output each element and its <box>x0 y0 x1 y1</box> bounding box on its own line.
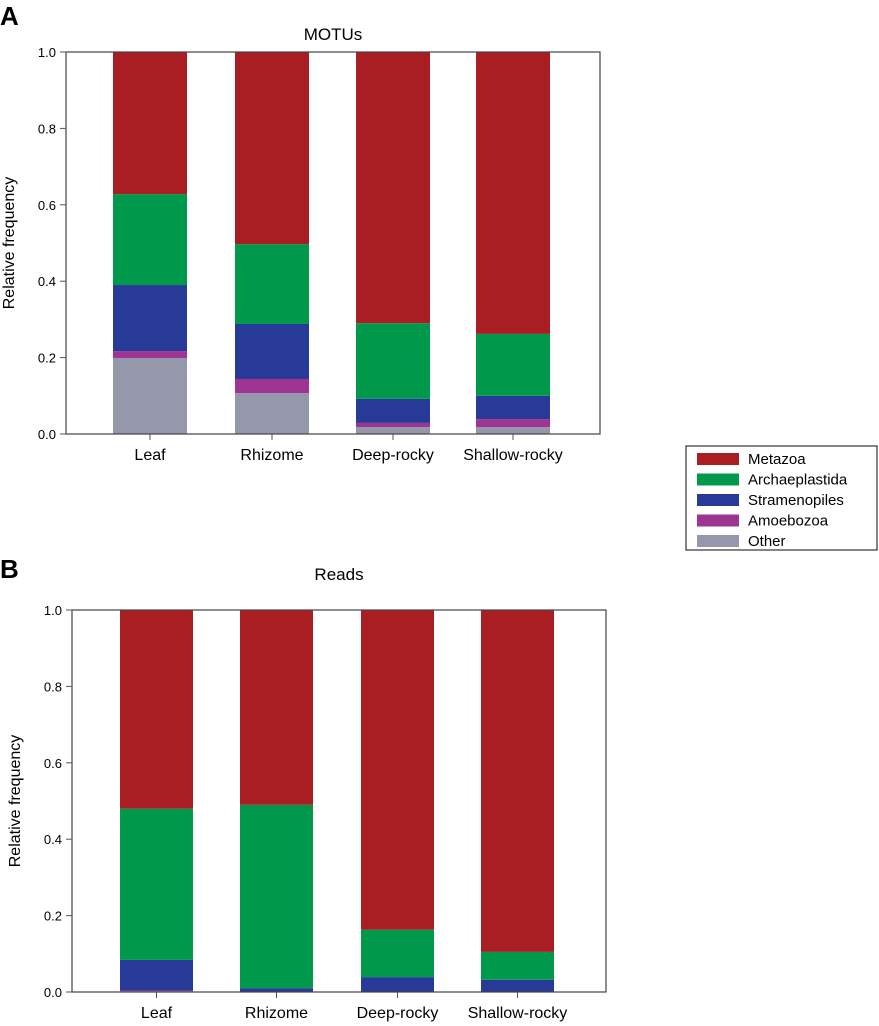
bar-segment-metazoa-shallow-rocky <box>476 52 550 334</box>
chart-panel-b: B Reads Relative frequency Leaf Rhizome Deep-… <box>0 554 607 1022</box>
legend-swatch <box>697 473 739 486</box>
panel-letter: B <box>0 554 19 584</box>
bar-segment-stramenopiles-rhizome <box>240 988 313 992</box>
chart-panel-a: A MOTUs Relative frequency Leaf Rhizome Deep-… <box>0 1 601 464</box>
chart-title: MOTUs <box>304 25 363 44</box>
y-tick-label: 0.8 <box>44 679 62 694</box>
legend-label: Stramenopiles <box>748 492 844 509</box>
bar-segment-stramenopiles-shallow-rocky <box>476 395 550 420</box>
chart-title: Reads <box>314 565 363 584</box>
y-tick-label: 0.2 <box>38 351 56 366</box>
bar-segment-archaeplastida-shallow-rocky <box>481 951 554 980</box>
legend-item-metazoa: Metazoa <box>697 451 806 468</box>
y-axis-label: Relative frequency <box>7 735 24 868</box>
bar-segment-amoebozoa-shallow-rocky <box>476 419 550 428</box>
bar-segment-archaeplastida-rhizome <box>235 244 309 324</box>
x-tick-label: Rhizome <box>245 1005 308 1022</box>
bar-segment-amoebozoa-leaf <box>120 990 193 992</box>
legend-item-stramenopiles: Stramenopiles <box>697 492 844 509</box>
legend-label: Amoebozoa <box>748 513 829 530</box>
x-tick-label: Deep-rocky <box>357 1005 439 1022</box>
legend: Metazoa Archaeplastida Stramenopiles Amoebo… <box>685 445 878 551</box>
x-tick-label: Deep-rocky <box>352 447 434 464</box>
x-tick-label: Shallow-rocky <box>468 1005 568 1022</box>
bar-segment-amoebozoa-leaf <box>113 351 187 358</box>
plot-frame <box>71 609 607 993</box>
y-tick-label: 0.6 <box>44 756 62 771</box>
legend-label: Archaeplastida <box>748 472 848 489</box>
bar-segment-stramenopiles-rhizome <box>235 323 309 379</box>
legend-swatch <box>697 514 739 527</box>
bar-segment-metazoa-deep-rocky <box>356 52 430 324</box>
bar-segment-stramenopiles-shallow-rocky <box>481 979 554 992</box>
bar-segment-amoebozoa-deep-rocky <box>356 422 430 428</box>
y-tick-label: 0.4 <box>44 832 62 847</box>
x-tick-label: Shallow-rocky <box>463 447 563 464</box>
bar-segment-archaeplastida-leaf <box>120 808 193 960</box>
y-tick-label: 0.4 <box>38 274 56 289</box>
legend-label: Other <box>748 533 786 550</box>
bar-segment-metazoa-deep-rocky <box>361 610 434 930</box>
legend-swatch <box>697 453 739 465</box>
legend-item-other: Other <box>697 533 786 550</box>
bar-segment-stramenopiles-deep-rocky <box>361 977 434 992</box>
bar-segment-archaeplastida-rhizome <box>240 804 313 989</box>
x-tick-label: Rhizome <box>240 447 303 464</box>
y-tick-label: 1.0 <box>38 45 56 60</box>
bar-segment-metazoa-rhizome <box>240 610 313 805</box>
bar-segment-stramenopiles-leaf <box>120 959 193 991</box>
legend-swatch <box>697 535 739 547</box>
bar-segment-stramenopiles-deep-rocky <box>356 398 430 423</box>
legend-swatch <box>697 494 739 506</box>
y-tick-label: 0.2 <box>44 909 62 924</box>
y-tick-label: 0.8 <box>38 121 56 136</box>
y-axis-label: Relative frequency <box>1 177 18 310</box>
plot-frame <box>65 51 601 435</box>
bar-segment-other-deep-rocky <box>356 427 430 434</box>
y-tick-label: 0.0 <box>38 427 56 442</box>
legend-item-amoebozoa: Amoebozoa <box>697 513 829 530</box>
x-tick-label: Leaf <box>141 1005 173 1022</box>
y-tick-label: 0.0 <box>44 985 62 1000</box>
legend-label: Metazoa <box>748 451 806 468</box>
y-tick-label: 1.0 <box>44 603 62 618</box>
x-tick-label: Leaf <box>134 447 166 464</box>
bar-segment-amoebozoa-rhizome <box>235 378 309 394</box>
bar-segment-archaeplastida-shallow-rocky <box>476 333 550 396</box>
bar-segment-archaeplastida-leaf <box>113 194 187 286</box>
bar-segment-metazoa-shallow-rocky <box>481 610 554 952</box>
legend-item-archaeplastida: Archaeplastida <box>697 472 848 489</box>
bar-segment-archaeplastida-deep-rocky <box>356 323 430 399</box>
panel-letter: A <box>0 1 19 31</box>
bar-segment-metazoa-rhizome <box>235 52 309 245</box>
bar-segment-metazoa-leaf <box>120 610 193 809</box>
bar-segment-other-leaf <box>113 357 187 434</box>
bar-segment-stramenopiles-leaf <box>113 285 187 352</box>
bar-segment-other-shallow-rocky <box>476 427 550 434</box>
bar-segment-metazoa-leaf <box>113 52 187 195</box>
bar-segment-archaeplastida-deep-rocky <box>361 929 434 978</box>
bar-segment-other-rhizome <box>235 393 309 434</box>
y-tick-label: 0.6 <box>38 198 56 213</box>
